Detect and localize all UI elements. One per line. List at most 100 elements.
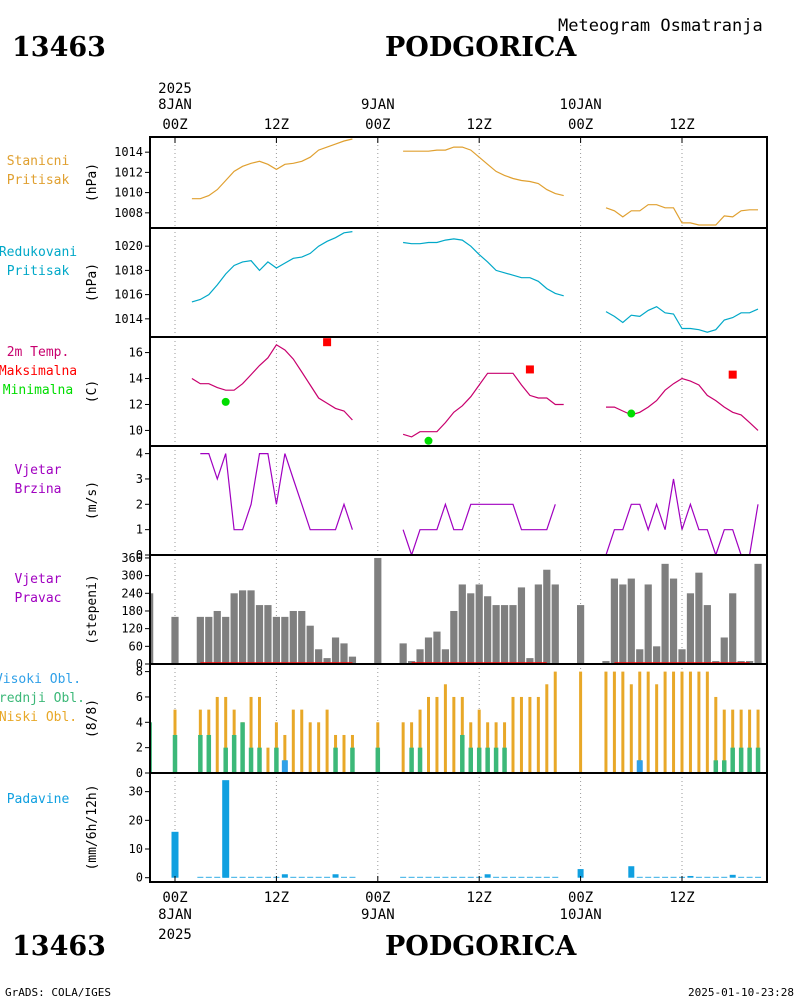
- precip-bar: [653, 876, 660, 878]
- wind-dir-bar: [247, 590, 255, 664]
- panel-label: Stanicni: [7, 154, 70, 169]
- precip-bar: [264, 876, 271, 878]
- y-tick-label: 2: [136, 497, 143, 511]
- y-axis-title: (stepeni): [85, 574, 100, 644]
- cloud-bar: [680, 671, 684, 773]
- precip-bar: [721, 876, 728, 878]
- cloud-bar: [638, 671, 642, 773]
- cloud-bar: [655, 684, 659, 773]
- bottom-time-label: 00Z: [162, 890, 187, 906]
- y-tick-label: 240: [121, 586, 143, 600]
- cloud-bar: [604, 671, 608, 773]
- wind-dir-bar: [551, 584, 559, 664]
- cloud-bar: [401, 722, 405, 773]
- y-tick-label: 300: [121, 569, 143, 583]
- cloud-bar: [452, 696, 456, 773]
- wind-dir-bar: [281, 616, 289, 664]
- precip-bar: [552, 876, 559, 878]
- cloud-bar: [223, 747, 228, 773]
- cloud-bar: [636, 760, 643, 773]
- y-tick-label: 4: [136, 715, 143, 729]
- wind-dir-bar: [627, 578, 635, 664]
- wind-dir-bar: [678, 649, 686, 664]
- cloud-bar: [503, 722, 507, 773]
- y-tick-label: 6: [136, 690, 143, 704]
- cloud-bar: [410, 722, 414, 773]
- bottom-time-label: 00Z: [365, 890, 390, 906]
- y-tick-label: 1014: [114, 312, 143, 326]
- cloud-bar: [350, 747, 355, 773]
- tmax-marker: [525, 365, 534, 374]
- cloud-bar: [663, 671, 667, 773]
- cloud-bar: [249, 696, 253, 773]
- cloud-bar: [266, 747, 270, 773]
- series-line: [200, 453, 353, 531]
- wind-dir-bar: [205, 616, 213, 664]
- station-name-top: PODGORICA: [385, 32, 577, 63]
- wind-dir-bar: [610, 578, 618, 664]
- precip-bar: [704, 876, 711, 878]
- cloud-bar: [248, 747, 254, 773]
- panel-7: 0 10 20 30 (mm/6h/12h) Padavine: [7, 772, 768, 885]
- cloud-bar: [748, 709, 752, 773]
- panel-label: Vjetar: [15, 463, 62, 478]
- panel-label: Pritisak: [7, 173, 70, 188]
- precip-bar: [628, 866, 635, 878]
- precip-bar: [695, 876, 702, 878]
- y-tick-label: 10: [129, 423, 143, 437]
- series-line: [191, 231, 353, 303]
- cloud-bar: [730, 747, 735, 773]
- cloud-bar: [688, 671, 692, 773]
- cloud-bar: [493, 747, 499, 773]
- cloud-bar: [672, 671, 676, 773]
- bottom-time-label: 9JAN: [361, 907, 395, 923]
- precip-bar: [687, 875, 694, 878]
- y-axis-title: (hPa): [85, 263, 100, 302]
- cloud-bar: [172, 734, 178, 773]
- cloud-bar: [376, 722, 380, 773]
- precip-bar: [408, 876, 415, 878]
- panel-content: [200, 453, 759, 555]
- wind-dir-bar: [492, 605, 500, 664]
- cloud-bar: [443, 684, 447, 773]
- precip-bar: [281, 874, 288, 878]
- y-tick-label: 30: [129, 785, 143, 799]
- cloud-bar: [705, 671, 709, 773]
- series-line: [402, 502, 556, 555]
- y-tick-label: 1018: [114, 263, 143, 277]
- cloud-bar: [291, 709, 295, 773]
- cloud-bar: [519, 696, 523, 773]
- panel-6: 0 2 4 6 8 (8/8) Visoki Obl. Srednji Obl. Niski O…: [0, 663, 768, 780]
- precip-bar: [341, 876, 347, 878]
- wind-dir-bar: [196, 616, 204, 664]
- precip-bar: [526, 876, 533, 878]
- panel-label: Visoki Obl.: [0, 672, 81, 687]
- precip-bar: [332, 874, 339, 878]
- cloud-bar: [325, 709, 329, 773]
- cloud-bar: [418, 709, 422, 773]
- cloud-bar: [502, 747, 507, 773]
- panel-frame: [149, 336, 768, 447]
- top-time-label: 00Z: [162, 117, 187, 133]
- wind-dir-bar: [644, 584, 652, 664]
- panel-5: 0 60 120 180 240 300 360 (stepeni) Vjetar Pravac: [15, 551, 768, 671]
- panel-frame: [149, 227, 768, 338]
- series-line: [606, 377, 759, 431]
- panel-label: Redukovani: [0, 245, 77, 260]
- panel-2: 1014 1016 1018 1020 (hPa) Redukovani Pritisak: [0, 227, 768, 338]
- top-time-label: 12Z: [467, 117, 492, 133]
- wind-dir-bar: [416, 649, 424, 664]
- cloud-bar: [198, 734, 203, 773]
- precip-bar: [645, 876, 652, 878]
- wind-dir-bar: [348, 656, 357, 664]
- wind-dir-bar: [222, 616, 230, 664]
- panel-content: [191, 231, 759, 333]
- series-line: [402, 372, 564, 438]
- grads-credit: GrADS: COLA/IGES: [5, 986, 111, 999]
- y-tick-label: 120: [121, 622, 143, 636]
- y-tick-label: 0: [136, 871, 143, 885]
- top-time-label: 00Z: [365, 117, 390, 133]
- cloud-bar: [739, 709, 743, 773]
- cloud-bar: [215, 696, 219, 773]
